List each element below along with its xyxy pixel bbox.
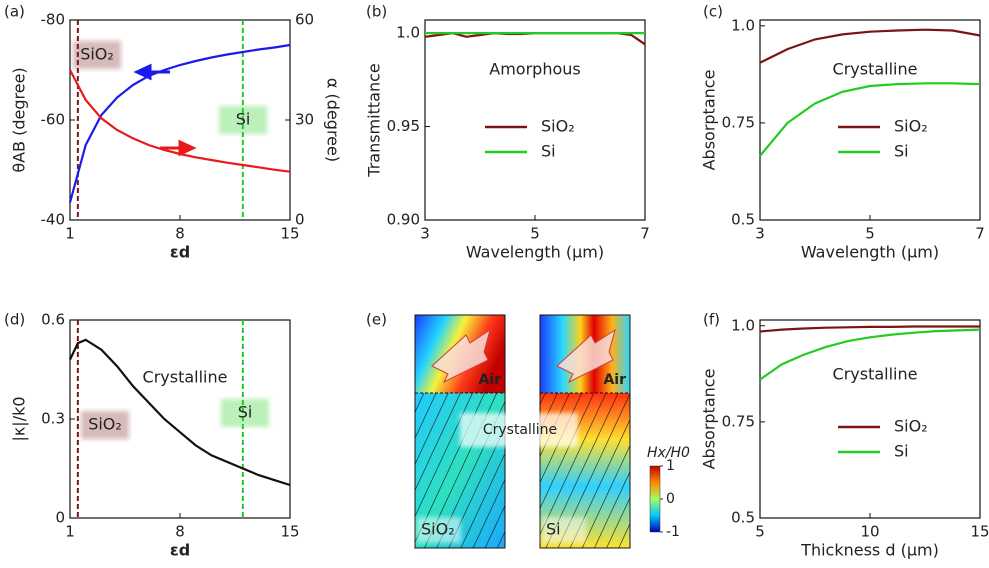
x-axis-label: Wavelength (μm) [466, 243, 604, 262]
annotation: Amorphous [489, 60, 580, 79]
x-tick-label: 15 [970, 523, 989, 541]
annotation: Crystalline [833, 60, 918, 79]
y-tick-label: -60 [41, 111, 66, 129]
y-tick-label: 1.0 [731, 16, 755, 34]
label-bg [73, 41, 121, 69]
label-bg [219, 106, 267, 134]
legend-label: SiO₂ [894, 417, 928, 436]
axis-arrow [160, 139, 197, 157]
x-tick-label: 3 [420, 225, 430, 243]
y-tick-label: 1.0 [731, 316, 755, 334]
x-tick-label: 7 [640, 225, 650, 243]
y-axis-label: Absorptance [700, 369, 719, 470]
series-line [759, 28, 981, 64]
axis-arrow [133, 63, 170, 81]
y2-axis-label: α (degree) [324, 78, 343, 162]
series-line [759, 82, 981, 157]
x-tick-label: 5 [865, 225, 875, 243]
region-label: Si [546, 520, 561, 539]
marker-label: Si [236, 110, 251, 129]
y-tick-label: 0.3 [41, 410, 65, 428]
y2-tick-label: 30 [295, 111, 314, 129]
x-tick-label: 5 [755, 523, 765, 541]
x-tick-label: 10 [860, 523, 879, 541]
y-axis-label: θAB (degree) [10, 67, 29, 172]
series-line [424, 31, 646, 46]
series-line [68, 43, 291, 203]
x-tick-label: 8 [175, 225, 185, 243]
x-tick-label: 15 [280, 523, 299, 541]
plot-frame [424, 19, 646, 221]
panel-label: (f) [703, 311, 720, 329]
y-tick-label: 0.6 [41, 311, 65, 329]
x-tick-label: 8 [175, 523, 185, 541]
y-tick-label: 1.0 [396, 24, 420, 42]
x-tick-label: 1 [65, 523, 75, 541]
y-tick-label: 0.95 [387, 117, 420, 135]
y2-tick-label: 0 [295, 211, 305, 229]
region-label: Air [478, 372, 501, 388]
label-bg [460, 413, 578, 447]
x-tick-label: 15 [280, 225, 299, 243]
x-tick-label: 3 [755, 225, 765, 243]
panel-label: (b) [366, 3, 387, 21]
y-tick-label: 0 [55, 509, 65, 527]
y-tick-label: -40 [41, 211, 66, 229]
label-bg [81, 411, 129, 439]
incidence-arrow [556, 328, 616, 384]
x-axis-label: εd [170, 243, 190, 262]
panel-label: (a) [4, 3, 25, 21]
x-tick-label: 7 [975, 225, 985, 243]
series-line [759, 325, 980, 333]
marker-label: Si [238, 403, 253, 422]
marker-label: SiO₂ [80, 45, 114, 64]
x-axis-label: Wavelength (μm) [801, 243, 939, 262]
x-tick-label: 5 [530, 225, 540, 243]
panel-label: (e) [366, 311, 387, 329]
y-tick-label: -80 [41, 11, 66, 29]
y-tick-label: 0.75 [722, 113, 755, 131]
colorbar-tick-label: 0 [666, 491, 675, 507]
panel-label: (c) [703, 3, 723, 21]
colorbar-tick-label: 1 [666, 458, 675, 474]
region-label: SiO₂ [421, 520, 455, 539]
colorbar-label: Hx/H0 [647, 445, 690, 461]
y-axis-label: Absorptance [700, 70, 719, 171]
annotation: Crystalline [833, 365, 918, 384]
plot-frame [759, 319, 981, 519]
label-bg [221, 399, 269, 427]
region-label: Air [603, 372, 626, 388]
label-bg [542, 517, 586, 543]
panel-label: (d) [4, 311, 25, 329]
x-tick-label: 1 [65, 225, 75, 243]
x-axis-label: Thickness d (μm) [800, 541, 939, 560]
y2-tick-label: 60 [295, 11, 314, 29]
x-axis-label: εd [170, 541, 190, 560]
y-tick-label: 0.90 [387, 211, 420, 229]
legend-label: SiO₂ [894, 117, 928, 136]
y-axis-label: Transmittance [365, 63, 384, 177]
legend-label: Si [541, 142, 556, 161]
annotation: Crystalline [143, 368, 228, 387]
y-tick-label: 0.75 [722, 412, 755, 430]
y-tick-label: 0.5 [731, 211, 755, 229]
marker-label: SiO₂ [88, 415, 122, 434]
y-axis-label: |κ|/k0 [10, 396, 29, 441]
series-line [69, 338, 291, 487]
incidence-arrow [431, 328, 491, 384]
legend-label: SiO₂ [541, 117, 575, 136]
annotation: Crystalline [483, 422, 557, 438]
series-line [759, 328, 981, 381]
colorbar-tick-label: -1 [666, 524, 680, 540]
series-line [69, 69, 291, 173]
y-tick-label: 0.5 [731, 509, 755, 527]
legend-label: Si [894, 142, 909, 161]
label-bg [417, 517, 461, 543]
colorbar [649, 465, 661, 533]
legend-label: Si [894, 442, 909, 461]
